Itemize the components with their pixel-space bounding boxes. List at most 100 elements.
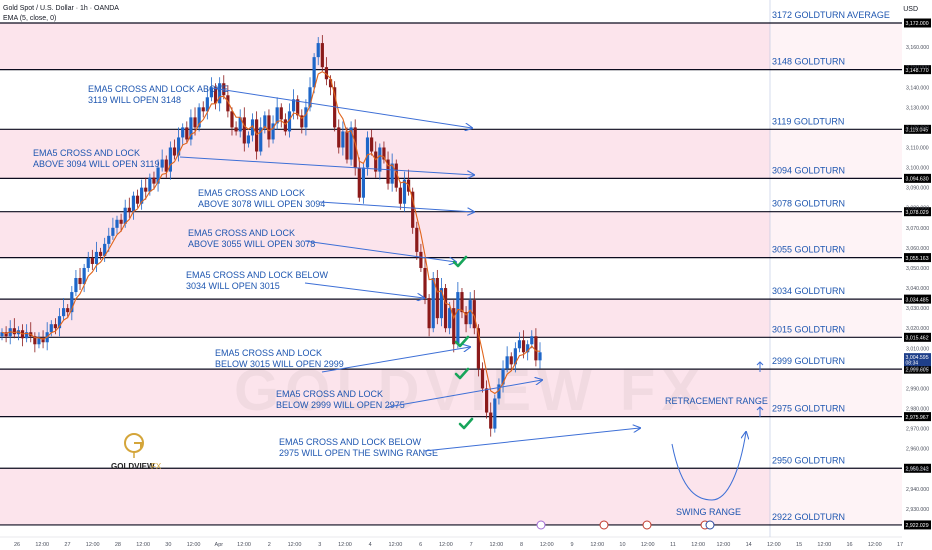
level-label-9: 2975 GOLDTURN [772, 404, 845, 414]
level-panel [770, 0, 902, 537]
candle-body [320, 43, 324, 68]
logo-text-fx: FX [151, 462, 162, 471]
level-price-label-7: 3,015.462 [906, 336, 929, 342]
y-tick-label: 3,070.000 [906, 226, 929, 232]
annotation-0-line1: EMA5 CROSS AND LOCK ABOVE [88, 84, 228, 94]
candle-body [250, 119, 255, 136]
level-price-label-0: 3,172.000 [906, 21, 929, 27]
candle-body [115, 219, 119, 228]
annotation-2-line2: ABOVE 3078 WILL OPEN 3094 [198, 199, 325, 209]
level-price-badge-7 [904, 332, 931, 342]
y-tick-label: 3,010.000 [906, 346, 929, 352]
candle-body [357, 167, 361, 198]
level-price-badge-8 [904, 364, 931, 374]
x-tick-label: 7 [470, 542, 473, 548]
annotation-3-line2: ABOVE 3055 WILL OPEN 3078 [188, 239, 315, 249]
candle-body [349, 127, 353, 160]
y-tick-label: 3,120.000 [906, 125, 929, 131]
level-label-10: 2950 GOLDTURN [772, 455, 845, 465]
y-tick-label: 3,000.000 [906, 366, 929, 372]
y-tick-label: 3,050.000 [906, 266, 929, 272]
candle-body [193, 117, 197, 128]
candle-body [419, 251, 423, 268]
candle-body [382, 147, 386, 160]
level-price-label-8: 2,999.605 [906, 367, 929, 373]
candle-body [0, 332, 4, 337]
candle-body [213, 87, 218, 104]
x-tick-label: 12:00 [817, 542, 831, 548]
candle-body [308, 87, 312, 108]
candle-body [300, 115, 304, 128]
y-tick-label: 3,150.000 [906, 65, 929, 71]
annotation-4-arrow [304, 282, 424, 298]
annotation-0-line2: 3119 WILL OPEN 3148 [88, 95, 181, 105]
x-tick-label: 12:00 [86, 542, 100, 548]
candle-body [448, 308, 452, 329]
candle-body [74, 278, 78, 293]
level-price-badge-11 [904, 520, 931, 530]
candle-body [156, 167, 160, 184]
annotation-5-line1: EMA5 CROSS AND LOCK [215, 348, 322, 358]
candle-body [443, 288, 448, 329]
candle-body [398, 187, 402, 204]
y-tick-label: 3,040.000 [906, 286, 929, 292]
candle-body [452, 308, 456, 345]
candle-body [361, 167, 366, 198]
candle-body [33, 336, 37, 345]
check-icon [454, 335, 470, 348]
candle-body [12, 328, 16, 335]
x-tick-label: 4 [369, 542, 372, 548]
candle-body [172, 147, 177, 156]
candle-body [66, 308, 70, 313]
candle-body [517, 340, 522, 349]
up-arrow-icon [756, 361, 764, 372]
level-price-label-5: 3,055.163 [906, 256, 929, 262]
level-label-1: 3148 GOLDTURN [772, 57, 845, 67]
annotation-0-arrow [211, 87, 472, 128]
x-tick-label: 17 [897, 542, 903, 548]
candle-body [468, 300, 472, 325]
level-label-6: 3034 GOLDTURN [772, 286, 845, 296]
candle-body [296, 99, 300, 116]
candle-body [49, 324, 53, 333]
annotation-5-line2: BELOW 3015 WILL OPEN 2999 [215, 359, 344, 369]
level-price-badge-0 [904, 18, 931, 28]
y-tick-label: 2,960.000 [906, 447, 929, 453]
annotation-2-arrow [319, 201, 474, 212]
candle-body [218, 83, 222, 104]
x-tick-label: 12:00 [237, 542, 251, 548]
x-tick-label: 15 [796, 542, 802, 548]
retracement-range-label: RETRACEMENT RANGE [665, 396, 768, 406]
annotation-3-line1: EMA5 CROSS AND LOCK [188, 228, 295, 238]
candle-body [275, 107, 279, 124]
level-price-label-3: 3,094.630 [906, 177, 929, 183]
candle-body [312, 57, 316, 88]
level-price-label-10: 2,950.242 [906, 466, 929, 472]
level-price-badge-10 [904, 463, 931, 473]
x-tick-label: 12:00 [489, 542, 503, 548]
annotation-3-arrow [304, 240, 456, 262]
level-label-3: 3094 GOLDTURN [772, 165, 845, 175]
candle-body [526, 344, 530, 353]
swing-range-label: SWING RANGE [676, 507, 741, 517]
current-price-label: 3,004.595 [906, 355, 929, 361]
candle-body [201, 107, 205, 112]
annotation-1-line1: EMA5 CROSS AND LOCK [33, 148, 140, 158]
candle-body [111, 227, 115, 236]
candle-body [370, 137, 374, 152]
logo-text: GOLDVIEW [111, 462, 155, 471]
level-label-8: 2999 GOLDTURN [772, 356, 845, 366]
level-price-label-2: 3,119.045 [906, 128, 929, 134]
level-price-badge-1 [904, 65, 931, 75]
x-tick-label: 28 [115, 542, 121, 548]
x-tick-label: 12:00 [691, 542, 705, 548]
level-price-label-1: 3,148.770 [906, 68, 929, 74]
y-tick-label: 3,100.000 [906, 166, 929, 172]
candle-body [205, 97, 209, 112]
y-tick-label: 3,090.000 [906, 186, 929, 192]
x-tick-label: 9 [570, 542, 573, 548]
candle-body [460, 292, 464, 313]
level-price-badge-2 [904, 124, 931, 134]
level-price-badge-4 [904, 207, 931, 217]
